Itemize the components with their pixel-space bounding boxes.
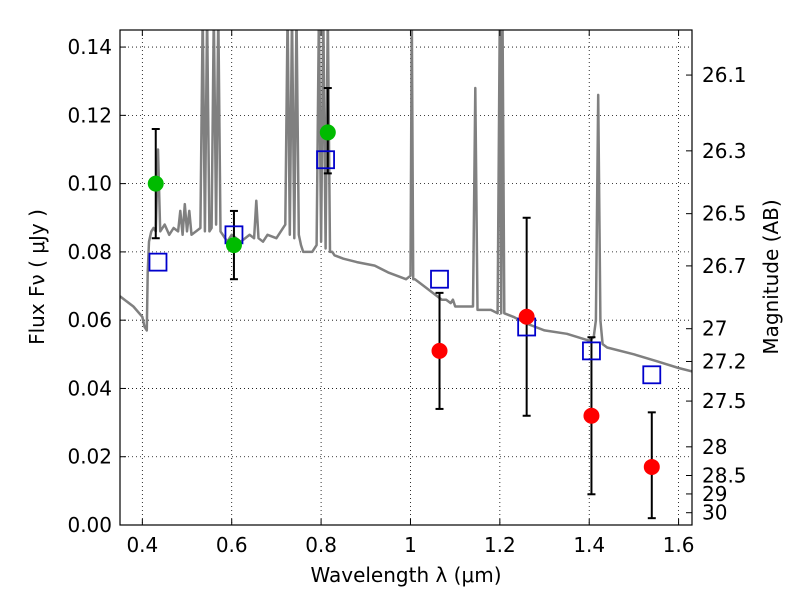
y2-tick-label: 26.7 bbox=[702, 254, 747, 278]
model-square-point bbox=[582, 341, 601, 361]
detection-point bbox=[147, 175, 164, 192]
y-tick-label: 0.12 bbox=[67, 103, 112, 127]
x-tick-label: 0.6 bbox=[216, 533, 248, 557]
upper-limit-point bbox=[431, 342, 448, 359]
y2-tick-label: 27.2 bbox=[702, 349, 747, 373]
upper-limit-point bbox=[518, 308, 535, 325]
model-square-point bbox=[148, 252, 168, 272]
plot-frame bbox=[119, 29, 693, 526]
y2-tick-label: 29 bbox=[702, 482, 727, 506]
spectrum-line bbox=[120, 30, 692, 373]
y-axis-ticks: 0.00 0.02 0.04 0.06 0.08 0.10 0.12 0.14 bbox=[67, 35, 126, 537]
y-tick-label: 0.08 bbox=[67, 240, 112, 264]
y-axis-title: Flux Fν ( μJy ) bbox=[25, 209, 49, 345]
x-tick-label: 0.8 bbox=[305, 533, 337, 557]
model-square-point bbox=[430, 269, 449, 289]
y2-tick-label: 26.1 bbox=[702, 63, 747, 87]
y2-tick-label: 27 bbox=[702, 317, 727, 341]
detection-point bbox=[225, 237, 242, 254]
model-spectrum bbox=[120, 30, 692, 373]
x-tick-label: 1.2 bbox=[484, 533, 516, 557]
y2-axis-title: Magnitude (AB) bbox=[759, 199, 783, 354]
y-tick-label: 0.02 bbox=[67, 445, 112, 469]
model-square-point bbox=[316, 150, 335, 170]
model-square-point bbox=[642, 365, 662, 385]
x-tick-label: 1.4 bbox=[573, 533, 605, 557]
y2-tick-label: 26.5 bbox=[702, 202, 747, 226]
upper-limit-point bbox=[583, 407, 600, 424]
y-tick-label: 0.10 bbox=[67, 172, 112, 196]
plot-area bbox=[120, 30, 692, 520]
observed-points bbox=[147, 124, 660, 475]
y2-tick-label: 28 bbox=[702, 435, 727, 459]
y-tick-label: 0.14 bbox=[67, 35, 112, 59]
x-tick-label: 1 bbox=[404, 533, 417, 557]
y2-tick-label: 27.5 bbox=[702, 389, 747, 413]
y2-tick-label: 26.3 bbox=[702, 139, 747, 163]
detection-point bbox=[319, 124, 336, 141]
x-tick-label: 1.6 bbox=[663, 533, 695, 557]
y2-tick-label: 30 bbox=[702, 501, 727, 525]
upper-limit-point bbox=[643, 458, 660, 475]
y2-tick-label: 28.5 bbox=[702, 464, 747, 488]
y-tick-label: 0.04 bbox=[67, 376, 112, 400]
y-tick-label: 0.06 bbox=[67, 308, 112, 332]
x-axis-ticks: 0.4 0.6 0.8 1 1.2 1.4 1.6 bbox=[126, 30, 695, 557]
y-tick-label: 0.00 bbox=[67, 513, 112, 537]
x-axis-title: Wavelength λ (μm) bbox=[310, 563, 501, 587]
x-tick-label: 0.4 bbox=[126, 533, 158, 557]
